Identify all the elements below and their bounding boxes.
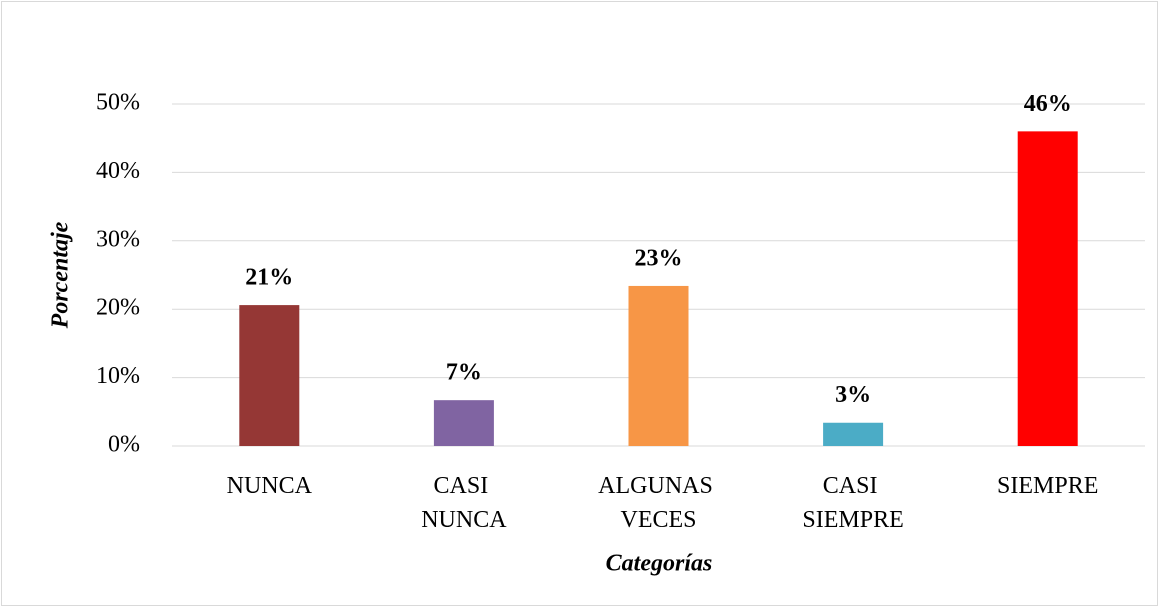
x-tick-label: ALGUNAS VECES xyxy=(598,473,719,533)
y-tick-label: 30% xyxy=(96,226,140,252)
data-label: 46% xyxy=(1024,91,1072,117)
y-tick-label: 50% xyxy=(96,90,140,116)
data-label: 21% xyxy=(245,265,293,291)
x-tick-label: CASI NUNCA xyxy=(421,473,507,533)
data-label: 23% xyxy=(635,245,683,271)
bar xyxy=(239,305,300,446)
y-tick-label: 0% xyxy=(108,432,140,458)
x-tick-label: NUNCA xyxy=(227,473,313,499)
data-label: 3% xyxy=(835,382,871,408)
bar xyxy=(823,422,884,446)
y-axis-label: Porcentaje xyxy=(48,221,74,329)
bar xyxy=(628,285,689,446)
x-tick-label: SIEMPRE xyxy=(997,473,1098,499)
data-label: 7% xyxy=(446,360,482,386)
y-tick-label: 40% xyxy=(96,158,140,184)
y-tick-label: 20% xyxy=(96,295,140,321)
x-tick-label: CASI SIEMPRE xyxy=(802,473,903,533)
y-tick-label: 10% xyxy=(96,363,140,389)
x-axis-label: Categorías xyxy=(606,551,713,577)
bar xyxy=(433,400,494,446)
bar xyxy=(1017,131,1078,447)
